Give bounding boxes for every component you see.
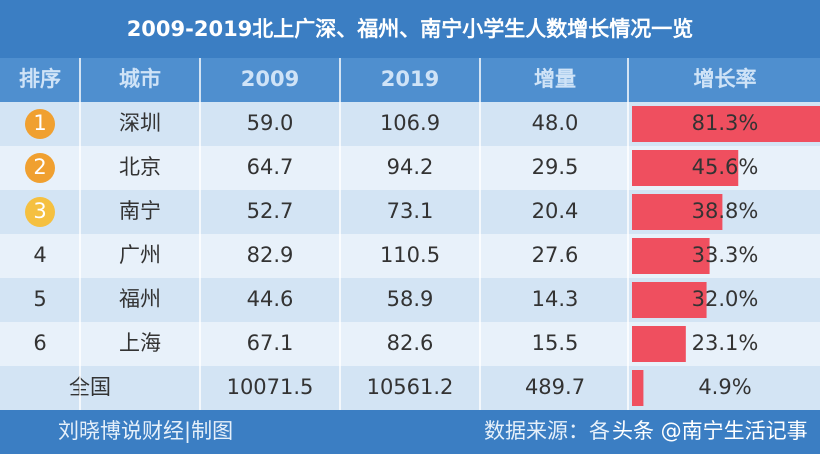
author: 刘晓博说财经|制图 xyxy=(58,419,233,444)
cell: 广州 xyxy=(119,243,161,267)
cell: 48.0 xyxy=(532,111,579,135)
growth-bar xyxy=(632,282,707,318)
cell: 59.0 xyxy=(247,111,294,135)
cell: 29.5 xyxy=(532,155,579,179)
rank: 6 xyxy=(33,331,46,355)
header-row xyxy=(0,58,820,102)
cell: 58.9 xyxy=(387,287,434,311)
column-header: 增量 xyxy=(534,67,576,91)
rank: 4 xyxy=(33,243,46,267)
cell: 福州 xyxy=(119,287,161,311)
growth-bar xyxy=(632,150,739,186)
rank: 3 xyxy=(33,199,46,223)
growth-bar xyxy=(632,326,686,362)
cell: 全国 xyxy=(69,375,111,399)
rank-medal xyxy=(25,109,55,139)
column-header: 2009 xyxy=(241,67,299,91)
cell: 106.9 xyxy=(380,111,440,135)
cell: 南宁 xyxy=(119,199,161,223)
rank-medal xyxy=(25,153,55,183)
title-bar xyxy=(0,0,820,58)
cell: 73.1 xyxy=(387,199,434,223)
column-header: 城市 xyxy=(119,67,161,91)
rank: 5 xyxy=(33,287,46,311)
cell: 82.6 xyxy=(387,331,434,355)
rank: 1 xyxy=(33,111,46,135)
growth-bar xyxy=(632,238,710,274)
cell: 67.1 xyxy=(247,331,294,355)
growth-bar xyxy=(632,370,644,406)
cell: 上海 xyxy=(119,331,161,355)
footer-bar xyxy=(0,410,820,454)
cell: 27.6 xyxy=(532,243,579,267)
cell: 10071.5 xyxy=(227,375,314,399)
cell: 44.6 xyxy=(247,287,294,311)
growth-rate: 4.9% xyxy=(698,375,751,399)
growth-rate: 81.3% xyxy=(692,111,759,135)
cell: 20.4 xyxy=(532,199,579,223)
cell: 110.5 xyxy=(380,243,440,267)
source: 数据来源：各 xyxy=(484,419,610,443)
growth-bar xyxy=(632,106,820,142)
cell: 82.9 xyxy=(247,243,294,267)
cell: 北京 xyxy=(119,155,161,179)
cell: 14.3 xyxy=(532,287,579,311)
title: 2009-2019北上广深、福州、南宁小学生人数增长情况一览 xyxy=(127,17,694,41)
column-header: 增长率 xyxy=(694,67,757,91)
rank-medal xyxy=(25,197,55,227)
growth-rate: 23.1% xyxy=(692,331,759,355)
growth-rate: 33.3% xyxy=(692,243,759,267)
column-header: 2019 xyxy=(381,67,439,91)
cell: 深圳 xyxy=(119,111,161,135)
growth-rate: 45.6% xyxy=(692,155,759,179)
row-bg xyxy=(0,366,820,410)
growth-rate: 32.0% xyxy=(692,287,759,311)
rank: 2 xyxy=(33,155,46,179)
watermark: 头条 @南宁生活记事 xyxy=(612,419,808,443)
cell: 489.7 xyxy=(525,375,585,399)
cell: 94.2 xyxy=(387,155,434,179)
cell: 64.7 xyxy=(247,155,294,179)
growth-bar xyxy=(632,194,723,230)
cell: 15.5 xyxy=(532,331,579,355)
growth-rate: 38.8% xyxy=(692,199,759,223)
column-header: 排序 xyxy=(19,67,61,91)
cell: 10561.2 xyxy=(367,375,454,399)
cell: 52.7 xyxy=(247,199,294,223)
